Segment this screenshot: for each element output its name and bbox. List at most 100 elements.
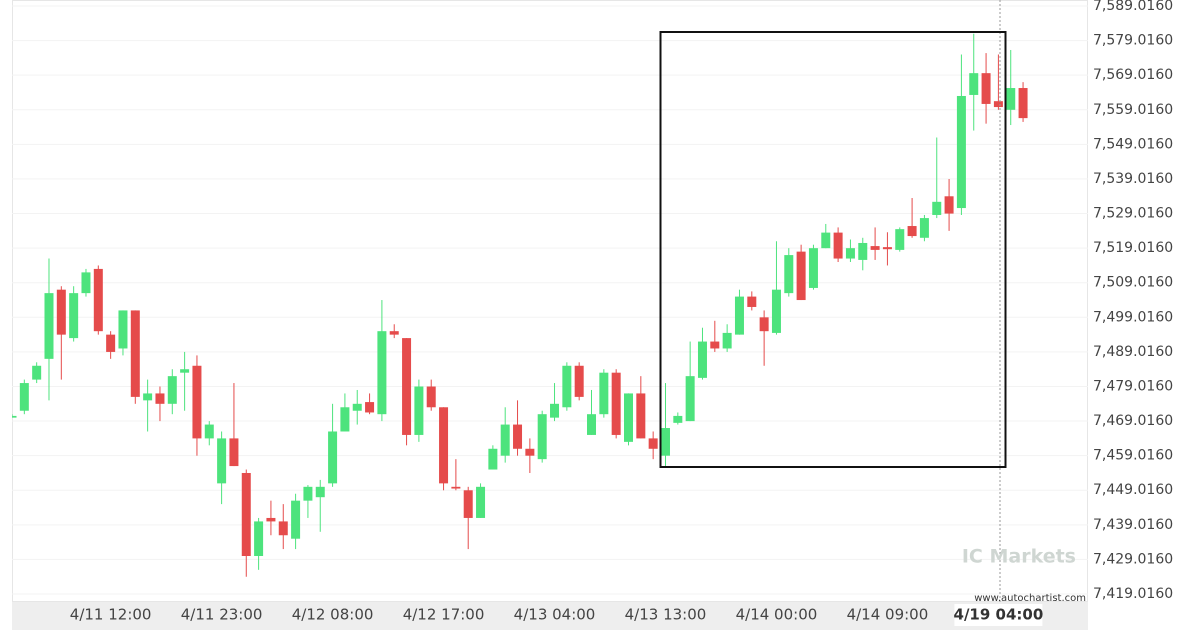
candle-body [278, 521, 288, 536]
candle-body [550, 403, 560, 418]
candle-body [229, 438, 239, 467]
candle-body [426, 386, 436, 408]
candle-body [155, 393, 165, 404]
candle-body [180, 369, 190, 373]
candle-body [882, 247, 892, 250]
y-tick-label: 7,519.0160 [1093, 240, 1173, 256]
candle-body [747, 296, 757, 307]
watermark: IC Markets [962, 546, 1076, 568]
candle-body [895, 229, 905, 250]
candle-body [562, 365, 572, 408]
x-tick-label: 4/12 17:00 [403, 606, 485, 624]
candle-body [858, 242, 868, 260]
candle-body [402, 338, 412, 435]
y-tick-label: 7,429.0160 [1093, 551, 1173, 567]
plot-border [12, 0, 1088, 602]
candle-body [513, 424, 523, 449]
candle-body [993, 101, 1003, 108]
candle-body [759, 317, 769, 332]
candles [12, 33, 1028, 577]
y-tick-label: 7,469.0160 [1093, 413, 1173, 429]
candle-body [488, 448, 498, 470]
candle-body [734, 296, 744, 335]
candle-body [241, 472, 251, 556]
candle-body [845, 248, 855, 259]
candle-body [266, 517, 276, 522]
candle-body [944, 196, 954, 214]
candle-body [981, 73, 991, 104]
x-tick-label: 4/13 13:00 [625, 606, 707, 624]
candle-body [1018, 88, 1028, 119]
candle-body [352, 403, 362, 411]
x-tick-label: 4/11 23:00 [181, 606, 263, 624]
candle-body [660, 428, 670, 456]
candle-body [500, 424, 510, 456]
candle-body [291, 500, 301, 539]
source: www.autochartist.com [974, 593, 1086, 604]
candle-body [340, 407, 350, 432]
x-axis-band [12, 602, 1088, 630]
candle-body [44, 293, 54, 359]
candle-body [93, 268, 103, 332]
candle-body [919, 218, 929, 238]
candle-body [439, 407, 449, 484]
candle-body [673, 415, 683, 423]
candle-body [12, 415, 17, 418]
y-tick-label: 7,589.0160 [1093, 0, 1173, 14]
candle-body [303, 486, 313, 501]
candle-body [414, 386, 424, 435]
candle-body [710, 341, 720, 349]
candle-body [32, 365, 42, 380]
y-tick-label: 7,509.0160 [1093, 275, 1173, 291]
candle-body [537, 414, 547, 460]
y-tick-label: 7,579.0160 [1093, 33, 1173, 49]
candle-body [19, 383, 29, 411]
x-tick-label: 4/12 08:00 [292, 606, 374, 624]
candle-body [969, 73, 979, 95]
candle-body [463, 490, 473, 518]
pattern-box [659, 31, 1007, 468]
candle-body [599, 372, 609, 415]
candle-body [167, 376, 177, 404]
candle-body [833, 232, 843, 259]
y-tick-label: 7,569.0160 [1093, 67, 1173, 83]
y-tick-label: 7,559.0160 [1093, 102, 1173, 118]
candle-body [624, 393, 633, 442]
candle-body [315, 486, 325, 498]
candle-body [130, 310, 140, 397]
candle-body [685, 376, 695, 422]
grid [12, 5, 1088, 595]
y-tick-label: 7,489.0160 [1093, 344, 1173, 360]
candle-body [722, 332, 732, 349]
y-tick-label: 7,449.0160 [1093, 482, 1173, 498]
candle-body [611, 372, 621, 435]
y-tick-label: 7,499.0160 [1093, 309, 1173, 325]
candle-body [204, 424, 214, 439]
x-tick-label: 4/13 04:00 [514, 606, 596, 624]
y-tick-label: 7,439.0160 [1093, 517, 1173, 533]
candle-body [451, 486, 461, 489]
candle-body [69, 293, 79, 339]
candle-body [328, 431, 338, 484]
candle-body [636, 393, 646, 439]
candle-body [821, 232, 831, 249]
candle-body [143, 393, 153, 401]
y-tick-label: 7,529.0160 [1093, 206, 1173, 222]
candle-body [870, 246, 880, 250]
candle-body [796, 251, 806, 301]
candle-body [389, 331, 399, 335]
y-tick-label: 7,539.0160 [1093, 171, 1173, 187]
x-tick-label: 4/14 00:00 [736, 606, 818, 624]
candle-body [771, 289, 781, 333]
y-tick-label: 7,549.0160 [1093, 136, 1173, 152]
candle-body [192, 365, 202, 439]
y-tick-label: 7,479.0160 [1093, 378, 1173, 394]
x-tick-label: 4/11 12:00 [70, 606, 152, 624]
candle-body [217, 438, 227, 484]
y-tick-label: 7,459.0160 [1093, 448, 1173, 464]
candle-body [118, 310, 128, 349]
candle-body [81, 272, 91, 294]
candle-body [932, 201, 942, 215]
